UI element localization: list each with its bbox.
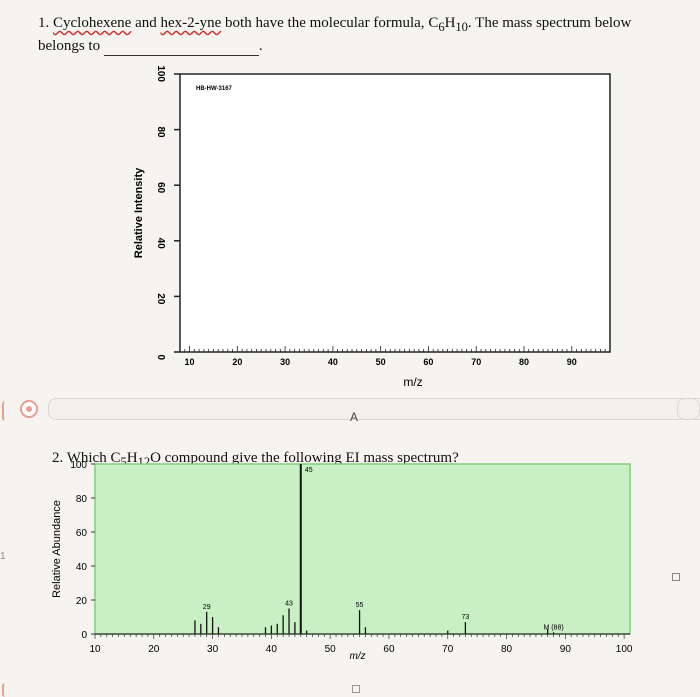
- bottom-box-icon: [352, 685, 360, 693]
- chart1-x-tick-label: 10: [185, 357, 195, 367]
- chart2-x-tick-label: 70: [442, 644, 454, 655]
- q2-sub1: 5: [120, 455, 127, 469]
- period: .: [258, 38, 263, 54]
- chart2-y-tick-label: 0: [81, 630, 87, 641]
- side-box-icon: [672, 573, 680, 581]
- formula-sub1: 6: [438, 20, 445, 34]
- chart1-y-tick-label: 80: [155, 126, 166, 138]
- chart2-peak-label: 45: [305, 467, 313, 474]
- q2-text-pre: 2. Which C: [52, 450, 121, 466]
- hexyne-text: hex-2-yne: [160, 15, 222, 31]
- chart2-plot-bg: [94, 463, 631, 635]
- cyclohexene-text: Cyclohexene: [53, 15, 132, 31]
- mass-spectrum-2: 0 20 40 60 80 100 10 20 30 40 50 60 70 80 90 100 m/z Rela…: [40, 456, 670, 681]
- chart1-y-tick-label: 60: [155, 182, 166, 194]
- chart2-y-tick-label: 100: [70, 460, 87, 471]
- chart1-x-tick-label: 80: [519, 357, 529, 367]
- chart2-x-tick-label: 40: [266, 644, 278, 655]
- answer-radio[interactable]: [20, 400, 38, 418]
- chart1-y-tick-label: 20: [155, 293, 166, 305]
- chart1-ylabel: Relative Intensity: [133, 167, 145, 258]
- formula-h: H: [444, 15, 456, 31]
- chart2-xlabel: m/z: [349, 651, 365, 662]
- chart1-xlabel: m/z: [403, 375, 422, 389]
- chart2-svg: 0 20 40 60 80 100 10 20 30 40 50 60 70 80 90 100 m/z Rela…: [51, 460, 633, 662]
- chart1-x-tick-label: 70: [471, 357, 481, 367]
- chart1-y-tick-label: 100: [155, 65, 166, 82]
- chart2-x-tick-label: 10: [89, 644, 101, 655]
- chart1-x-tick-label: 20: [232, 357, 242, 367]
- chart1-frame: [179, 73, 611, 353]
- question-text-a: both have the molecular formula,: [225, 15, 425, 31]
- chart1-x-tick-label: 30: [280, 357, 290, 367]
- chart2-y-tick-label: 40: [76, 562, 88, 573]
- answer-blank[interactable]: [103, 43, 259, 56]
- question-1: 1. Cyclohexene and hex-2-yne both have t…: [38, 14, 698, 56]
- chart2-x-tick-label: 100: [616, 644, 633, 655]
- question-text-b: . The mass spectrum below: [467, 15, 632, 31]
- chart2-peak-label: 55: [356, 602, 364, 609]
- formula-c: C: [428, 15, 439, 31]
- chart2-peak-label: 73: [461, 614, 469, 621]
- chart2-y-tick-label: 60: [76, 528, 88, 539]
- side-number: 1: [0, 551, 6, 562]
- q2-text-post: O compound give the following EI mass sp…: [150, 450, 459, 466]
- answer-field-end: [677, 398, 700, 420]
- chart2-peak-label: 29: [203, 604, 211, 611]
- chart2-x-tick-label: 90: [560, 644, 572, 655]
- left-marker: [2, 401, 8, 421]
- chart2-x-tick-label: 30: [207, 644, 219, 655]
- formula-sub2: 10: [455, 20, 468, 34]
- chart1-x-tick-label: 90: [567, 357, 577, 367]
- chart2-x-tick-label: 20: [148, 644, 160, 655]
- answer-strip: [8, 398, 700, 422]
- and-text: and: [135, 15, 157, 31]
- chart2-peak-label: 43: [285, 601, 293, 608]
- radio-dot-icon: [26, 406, 32, 412]
- q2-mid: H: [126, 450, 138, 466]
- question-number: 1.: [38, 15, 50, 31]
- chart2-ylabel: Relative Abundance: [51, 500, 63, 598]
- formula: C6H10: [428, 15, 468, 34]
- chart1-y-tick-label: 40: [155, 238, 166, 250]
- question-text-c: belongs to: [38, 38, 101, 54]
- chart1-x-tick-label: 40: [328, 357, 338, 367]
- chart1-x-tick-label: 60: [423, 357, 433, 367]
- chart1-svg: 0 20 40 60 80 100 10 20 30 40 50 60 70 80 90 m/z Relativ…: [133, 65, 611, 389]
- answer-label: A: [350, 410, 359, 424]
- question-2: 2. Which C5H12O compound give the follow…: [52, 450, 459, 470]
- chart2-y-tick-label: 20: [76, 596, 88, 607]
- answer-field[interactable]: [48, 398, 700, 420]
- bottom-marker: [2, 683, 12, 697]
- chart2-x-tick-label: 50: [325, 644, 337, 655]
- chart2-x-tick-label: 60: [383, 644, 395, 655]
- chart1-x-tick-label: 50: [376, 357, 386, 367]
- chart1-header-text: HB-HW-3167: [196, 86, 233, 92]
- mass-spectrum-1: 0 20 40 60 80 100 10 20 30 40 50 60 70 80 90 m/z Relativ…: [110, 62, 630, 402]
- chart2-x-tick-label: 80: [501, 644, 513, 655]
- chart1-y-tick-label: 0: [155, 354, 166, 360]
- chart2-y-tick-label: 80: [76, 494, 88, 505]
- chart2-peak-label: M (88): [543, 624, 563, 631]
